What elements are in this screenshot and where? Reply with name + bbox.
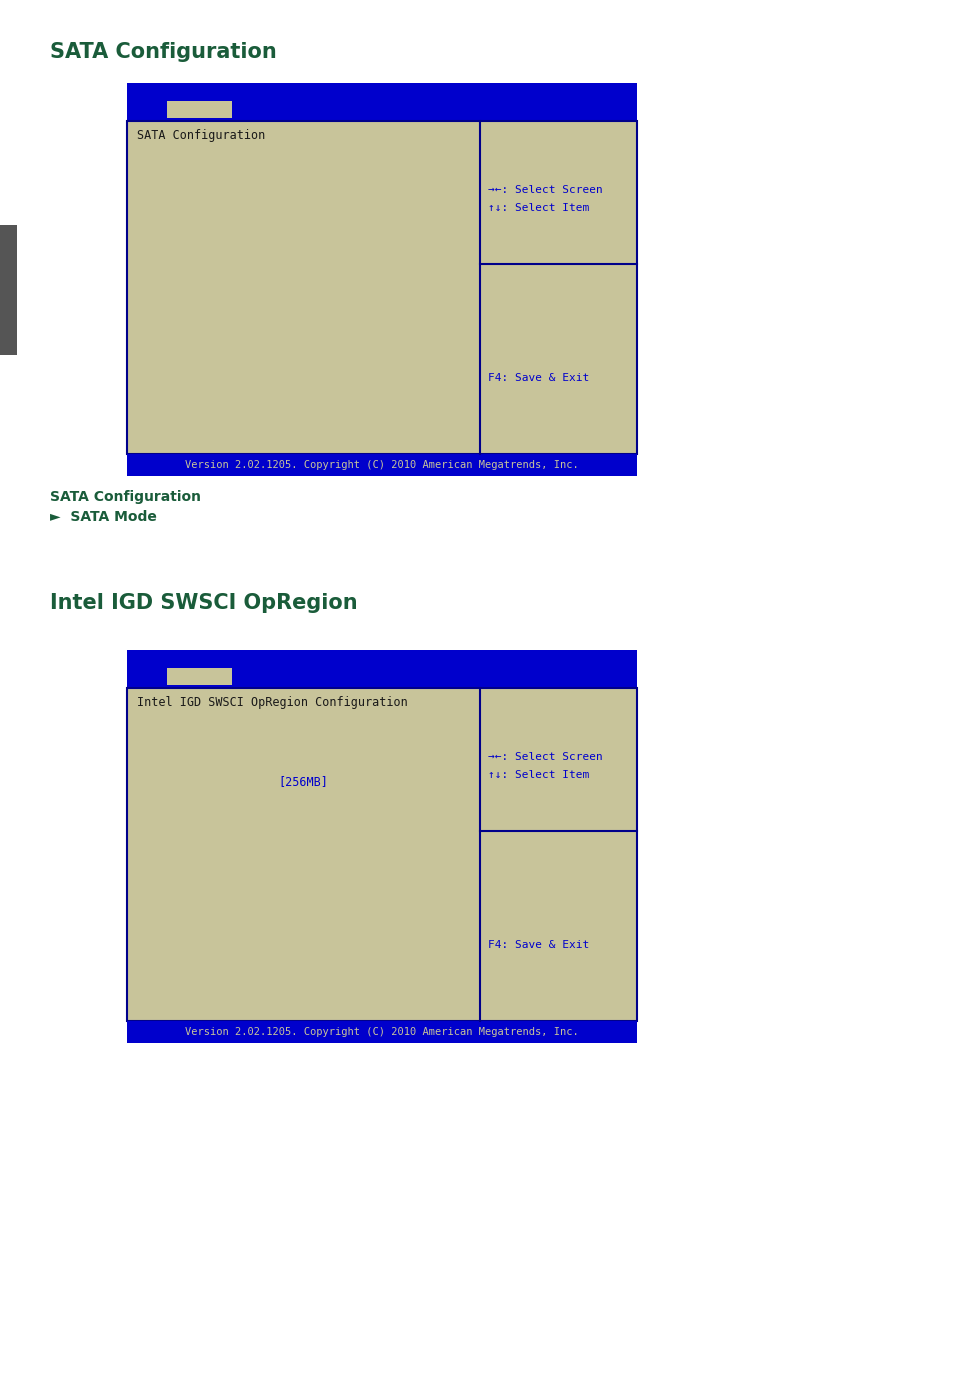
Bar bbox=[127, 650, 637, 687]
Text: SATA Configuration: SATA Configuration bbox=[137, 129, 265, 142]
Bar bbox=[127, 83, 637, 120]
Text: SATA Configuration: SATA Configuration bbox=[50, 490, 201, 503]
Text: Intel IGD SWSCI OpRegion: Intel IGD SWSCI OpRegion bbox=[50, 593, 357, 613]
Text: [256MB]: [256MB] bbox=[278, 774, 328, 788]
Text: ►  SATA Mode: ► SATA Mode bbox=[50, 510, 156, 524]
Bar bbox=[167, 101, 232, 118]
Bar bbox=[0, 225, 17, 355]
Bar bbox=[127, 687, 637, 1021]
Text: →←: Select Screen: →←: Select Screen bbox=[488, 185, 602, 195]
Text: ↑↓: Select Item: ↑↓: Select Item bbox=[488, 203, 589, 213]
Text: →←: Select Screen: →←: Select Screen bbox=[488, 752, 602, 762]
Bar bbox=[127, 1021, 637, 1043]
Bar bbox=[127, 454, 637, 476]
Bar bbox=[167, 668, 232, 685]
Text: Version 2.02.1205. Copyright (C) 2010 American Megatrends, Inc.: Version 2.02.1205. Copyright (C) 2010 Am… bbox=[185, 461, 578, 470]
Text: F4: Save & Exit: F4: Save & Exit bbox=[488, 940, 589, 950]
Text: SATA Configuration: SATA Configuration bbox=[50, 41, 276, 62]
Bar bbox=[127, 120, 637, 454]
Text: Intel IGD SWSCI OpRegion Configuration: Intel IGD SWSCI OpRegion Configuration bbox=[137, 696, 407, 709]
Text: Version 2.02.1205. Copyright (C) 2010 American Megatrends, Inc.: Version 2.02.1205. Copyright (C) 2010 Am… bbox=[185, 1028, 578, 1037]
Text: ↑↓: Select Item: ↑↓: Select Item bbox=[488, 770, 589, 780]
Text: F4: Save & Exit: F4: Save & Exit bbox=[488, 373, 589, 383]
